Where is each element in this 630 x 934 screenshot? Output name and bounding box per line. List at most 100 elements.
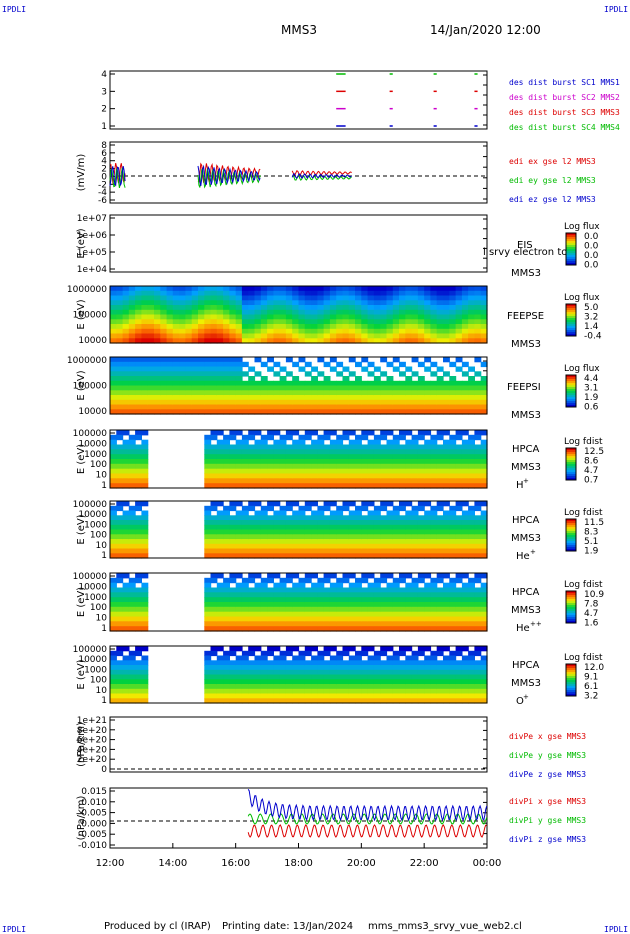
heatmap-cell: [229, 468, 237, 475]
heatmap-cell: [292, 529, 300, 535]
heatmap-cell: [399, 463, 406, 470]
heatmap-cell: [417, 626, 425, 632]
heatmap-cell: [128, 616, 136, 622]
heatmap-cell: [122, 597, 130, 603]
heatmap-cell: [468, 679, 475, 685]
heatmap-cell: [241, 319, 249, 325]
heatmap-cell: [355, 295, 362, 301]
heatmap-cell: [392, 478, 400, 484]
heatmap-cell: [342, 650, 350, 657]
heatmap-cell: [323, 319, 331, 325]
heatmap-cell: [323, 338, 331, 344]
heatmap-cell: [241, 688, 249, 695]
heatmap-cell: [191, 361, 199, 368]
heatmap-cell: [480, 319, 488, 325]
heatmap-cell: [147, 295, 155, 301]
heatmap-cell: [417, 338, 425, 344]
heatmap-cell: [317, 324, 325, 330]
heatmap-cell: [386, 573, 394, 579]
heatmap-cell: [468, 409, 475, 415]
colorbar-swatch: [566, 255, 576, 258]
heatmap-cell: [216, 520, 224, 526]
heatmap-cell: [399, 434, 406, 441]
heatmap-cell: [392, 444, 400, 450]
heatmap-cell: [373, 390, 381, 396]
heatmap-cell: [443, 430, 450, 436]
heatmap-cell: [405, 376, 413, 382]
heatmap-cell: [210, 587, 218, 593]
heatmap-cell: [329, 655, 337, 661]
heatmap-cell: [311, 515, 318, 521]
heatmap-cell: [399, 553, 406, 559]
heatmap-cell: [304, 338, 312, 344]
colorbar-swatch: [566, 605, 576, 608]
heatmap-cell: [110, 660, 117, 666]
heatmap-cell: [229, 434, 237, 441]
heatmap-cell: [355, 688, 362, 695]
heatmap-cell: [361, 592, 369, 598]
y-tick-label: 1000000: [67, 285, 107, 295]
colorbar-swatch: [566, 523, 576, 526]
heatmap-cell: [474, 473, 482, 479]
heatmap-cell: [254, 380, 262, 387]
heatmap-cell: [273, 439, 281, 446]
heatmap-cell: [254, 357, 262, 363]
heatmap-cell: [361, 463, 369, 470]
heatmap-cell: [191, 300, 199, 306]
heatmap-cell: [154, 395, 161, 401]
heatmap-cell: [273, 459, 281, 465]
heatmap-cell: [304, 305, 312, 311]
heatmap-cell: [348, 390, 356, 396]
heatmap-cell: [386, 385, 394, 391]
heatmap-cell: [424, 290, 432, 297]
heatmap-cell: [128, 338, 136, 344]
heatmap-cell: [443, 371, 450, 377]
heatmap-cell: [461, 501, 469, 507]
heatmap-cell: [436, 380, 444, 387]
heatmap-cell: [110, 463, 117, 470]
heatmap-cell: [254, 473, 262, 479]
heatmap-cell: [455, 290, 463, 297]
heatmap-cell: [449, 592, 457, 598]
heatmap-cell: [399, 534, 406, 540]
heatmap-cell: [254, 454, 262, 460]
heatmap-cell: [166, 380, 174, 387]
heatmap-cell: [260, 616, 268, 622]
heatmap-cell: [160, 395, 168, 401]
heatmap-cell: [342, 286, 350, 292]
heatmap-cell: [160, 319, 168, 325]
heatmap-cell: [436, 295, 444, 301]
heatmap-cell: [355, 478, 362, 484]
heatmap-cell: [279, 478, 287, 484]
heatmap-cell: [198, 319, 205, 325]
heatmap-cell: [267, 553, 274, 559]
heatmap-cell: [285, 616, 293, 622]
heatmap-cell: [267, 616, 274, 622]
heatmap-cell: [317, 463, 325, 470]
heatmap-cell: [455, 577, 463, 584]
heatmap-cell: [474, 611, 482, 618]
y-tick-label: 6: [101, 149, 107, 159]
heatmap-cell: [229, 543, 237, 550]
heatmap-cell: [304, 606, 312, 613]
heatmap-cell: [273, 539, 281, 545]
heatmap-cell: [436, 309, 444, 316]
heatmap-cell: [166, 409, 174, 415]
heatmap-cell: [468, 328, 475, 335]
heatmap-cell: [367, 300, 375, 306]
heatmap-cell: [461, 646, 469, 652]
heatmap-cell: [449, 444, 457, 450]
heatmap-cell: [185, 361, 193, 368]
heatmap-cell: [424, 459, 432, 465]
heatmap-cell: [399, 430, 406, 436]
heatmap-cell: [248, 693, 256, 699]
heatmap-cell: [323, 434, 331, 441]
heatmap-cell: [348, 698, 356, 704]
heatmap-cell: [304, 328, 312, 335]
heatmap-cell: [267, 665, 274, 671]
y-tick-label: 0.000: [81, 819, 107, 829]
heatmap-cell: [361, 573, 369, 579]
heatmap-cell: [411, 611, 419, 618]
